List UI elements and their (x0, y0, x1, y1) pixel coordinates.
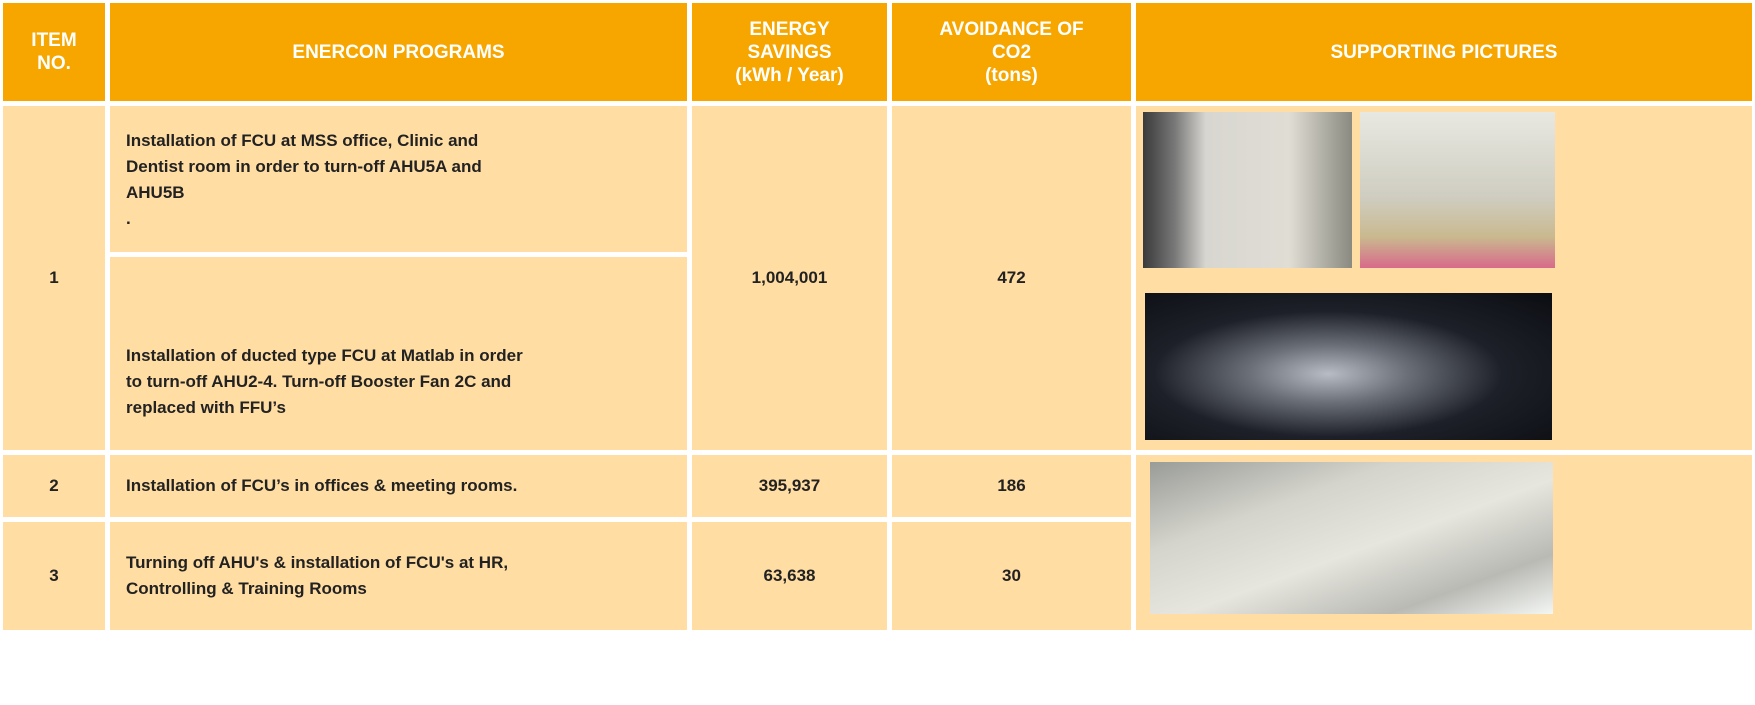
photo (1145, 293, 1552, 440)
program-text: Installation of FCU at MSS office, Clini… (126, 131, 479, 150)
header-cell: AVOIDANCE OF CO2 (tons) (892, 3, 1131, 101)
header-cell: SUPPORTING PICTURES (1136, 3, 1752, 101)
program-cell: Installation of FCU’s in offices & meeti… (110, 455, 687, 517)
item-cell: 3 (3, 522, 105, 630)
header-text: SUPPORTING PICTURES (1330, 41, 1558, 63)
program-cell: Installation of FCU at MSS office, Clini… (110, 106, 687, 252)
program-text: to turn-off AHU2-4. Turn-off Booster Fan… (126, 372, 512, 391)
header-text: SAVINGS (747, 41, 832, 63)
program-text: . (126, 209, 131, 228)
header-text: ENERCON PROGRAMS (292, 41, 505, 63)
header-text: CO2 (991, 41, 1032, 63)
energy-value: 63,638 (763, 566, 816, 585)
co2-cell: 186 (892, 455, 1131, 517)
item-no: 1 (49, 268, 59, 287)
energy-value: 395,937 (758, 476, 821, 495)
co2-value: 472 (997, 268, 1026, 287)
program-text: AHU5B (126, 183, 185, 202)
energy-value: 1,004,001 (751, 268, 828, 287)
program-text: Installation of FCU’s in offices & meeti… (126, 476, 518, 495)
header-text: (tons) (985, 64, 1038, 86)
photo (1150, 462, 1553, 614)
photo (1143, 112, 1352, 268)
item-cell: 2 (3, 455, 105, 517)
program-text: Dentist room in order to turn-off AHU5A … (126, 157, 482, 176)
program-text: Installation of ducted type FCU at Matla… (126, 346, 523, 365)
program-cell: Turning off AHU's & installation of FCU'… (110, 522, 687, 630)
program-text: Controlling & Training Rooms (126, 579, 367, 598)
item-no: 3 (49, 566, 59, 585)
header-cell: ITEM NO. (3, 3, 105, 101)
header-text: AVOIDANCE OF (939, 18, 1084, 40)
header-text: ENERGY (749, 18, 830, 40)
energy-cell: 1,004,001 (692, 106, 887, 450)
co2-value: 30 (1002, 566, 1021, 585)
co2-cell: 30 (892, 522, 1131, 630)
program-text: replaced with FFU’s (126, 398, 286, 417)
co2-cell: 472 (892, 106, 1131, 450)
header-text: NO. (37, 53, 71, 74)
item-cell: 1 (3, 106, 105, 450)
co2-value: 186 (997, 476, 1026, 495)
program-cell: Installation of ducted type FCU at Matla… (110, 257, 687, 450)
header-cell: ENERCON PROGRAMS (110, 3, 687, 101)
energy-cell: 63,638 (692, 522, 887, 630)
item-no: 2 (49, 476, 59, 495)
energy-cell: 395,937 (692, 455, 887, 517)
header-cell: ENERGY SAVINGS (kWh / Year) (692, 3, 887, 101)
program-text: Turning off AHU's & installation of FCU'… (126, 553, 509, 572)
header-text: (kWh / Year) (735, 64, 844, 86)
header-text: ITEM (31, 30, 77, 51)
photo (1360, 112, 1555, 268)
